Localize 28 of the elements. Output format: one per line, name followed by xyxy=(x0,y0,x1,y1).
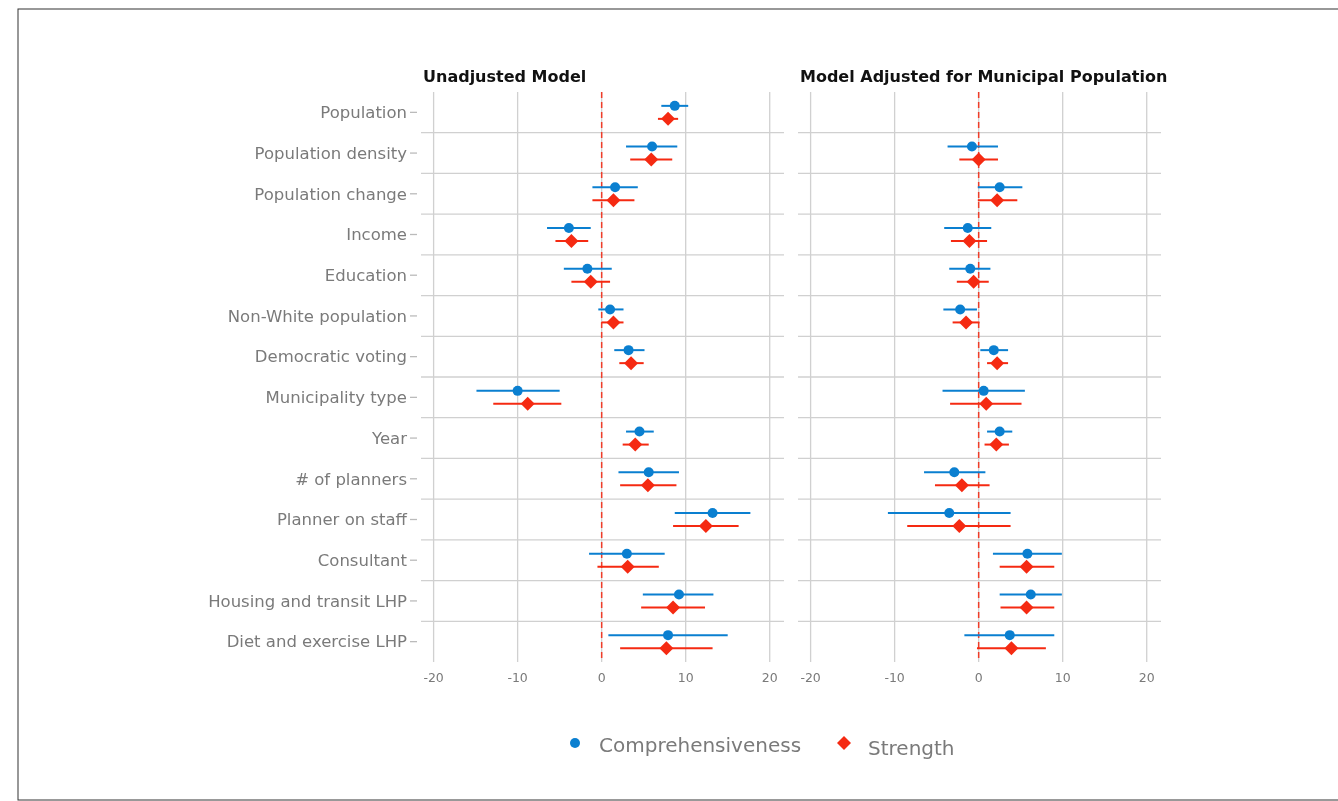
x-tick-label: -10 xyxy=(884,670,905,685)
x-tick-label: -20 xyxy=(800,670,821,685)
y-tick-label: Consultant xyxy=(317,550,408,570)
y-tick-label: Income xyxy=(346,225,407,245)
x-tick-label: -10 xyxy=(507,670,528,685)
x-tick-label: 20 xyxy=(1138,670,1155,685)
y-tick-label: Population density xyxy=(254,143,408,163)
y-tick-label: Planner on staff xyxy=(276,510,408,530)
y-tick-label: Year xyxy=(371,428,408,448)
y-tick-label: Population xyxy=(320,103,407,123)
x-tick-label: 10 xyxy=(1054,670,1071,685)
chart-title: Model Adjusted for Municipal Population xyxy=(800,67,1168,86)
x-tick-label: 0 xyxy=(597,670,606,685)
x-tick-label: 10 xyxy=(677,670,694,685)
x-tick-label: 20 xyxy=(761,670,778,685)
y-tick-label: # of planners xyxy=(295,469,407,489)
y-tick-label: Democratic voting xyxy=(254,347,407,367)
chart-title: Unadjusted Model xyxy=(423,67,587,86)
x-tick-label: -20 xyxy=(423,670,444,685)
y-tick-label: Municipality type xyxy=(265,388,407,408)
x-tick-label: 0 xyxy=(974,670,983,685)
legend-label: Comprehensiveness xyxy=(599,733,802,757)
y-tick-label: Non-White population xyxy=(227,306,407,326)
y-tick-label: Education xyxy=(324,265,407,285)
y-tick-label: Population change xyxy=(254,184,407,204)
legend-label: Strength xyxy=(868,736,955,760)
y-tick-label: Diet and exercise LHP xyxy=(226,632,408,652)
y-tick-label: Housing and transit LHP xyxy=(208,591,408,611)
